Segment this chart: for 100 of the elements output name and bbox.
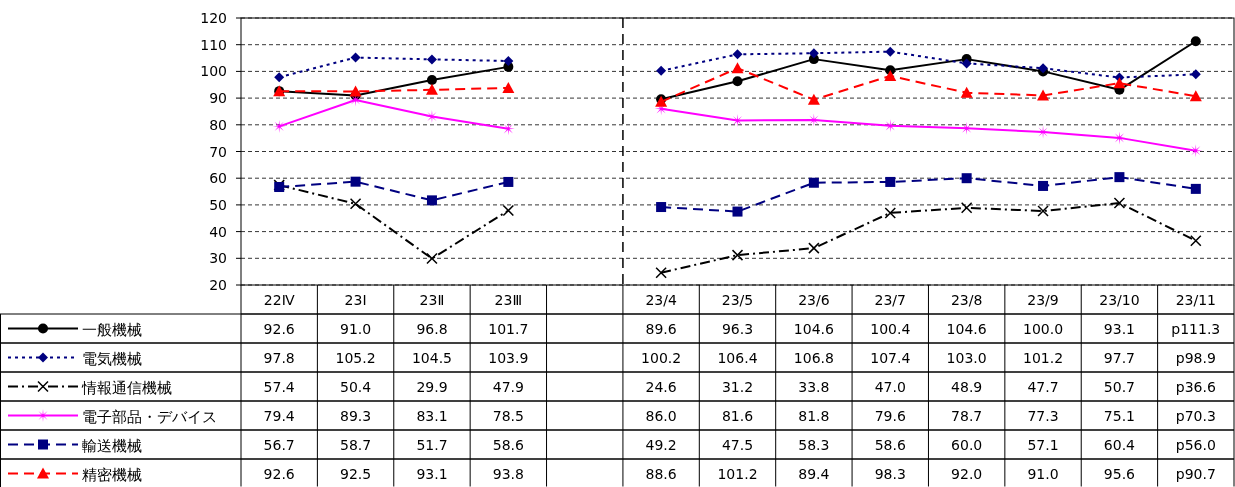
data-label: 93.1	[416, 466, 448, 482]
y-tick-label: 80	[209, 116, 227, 133]
data-label: 75.1	[1103, 408, 1136, 424]
x-tick-label: 23/6	[798, 292, 830, 308]
data-label: 92.6	[263, 466, 295, 482]
y-tick-label: 50	[209, 196, 227, 213]
legend-label: 電子部品・デバイス	[82, 407, 217, 426]
data-label: 57.1	[1027, 437, 1059, 453]
y-tick-label: 60	[209, 170, 227, 187]
data-label: 101.2	[717, 466, 758, 482]
y-tick-label: 110	[200, 36, 227, 53]
data-label: 89.4	[798, 466, 830, 482]
data-label: 33.8	[798, 379, 830, 395]
data-label: 58.6	[492, 437, 525, 453]
data-label: 58.3	[798, 437, 830, 453]
data-label: 78.7	[951, 408, 983, 424]
data-label: 29.9	[416, 379, 448, 395]
y-tick-label: 70	[209, 143, 227, 160]
data-label: 81.8	[798, 408, 830, 424]
data-label: 60.4	[1103, 437, 1136, 453]
data-label: 107.4	[870, 350, 911, 366]
data-label: 86.0	[645, 408, 677, 424]
data-label: 47.9	[492, 379, 524, 395]
data-label: 79.4	[263, 408, 295, 424]
data-label: 103.9	[488, 350, 529, 366]
x-tick-label: 23/4	[645, 292, 677, 308]
legend-label: 精密機械	[82, 465, 142, 484]
data-label: p98.9	[1175, 350, 1216, 366]
data-label: 104.6	[946, 321, 987, 337]
data-label: 106.8	[793, 350, 834, 366]
data-label: 106.4	[717, 350, 758, 366]
x-tick-label: 23/11	[1175, 292, 1216, 308]
legend-label: 輸送機械	[82, 436, 142, 455]
data-label: p90.7	[1175, 466, 1216, 482]
data-label: 100.4	[870, 321, 911, 337]
legend-label: 一般機械	[82, 320, 142, 339]
data-label: 101.7	[488, 321, 529, 337]
data-label: 92.6	[263, 321, 295, 337]
data-label: 57.4	[263, 379, 295, 395]
x-tick-label: 23Ⅲ	[494, 292, 523, 308]
data-label: 51.7	[416, 437, 448, 453]
legend-label: 電気機械	[82, 349, 142, 368]
y-tick-label: 90	[209, 90, 227, 107]
data-label: 96.3	[721, 321, 754, 337]
data-label: p111.3	[1171, 321, 1221, 337]
data-label: 47.0	[874, 379, 906, 395]
data-label: 100.0	[1022, 321, 1064, 337]
data-label: p56.0	[1175, 437, 1216, 453]
data-label: 93.1	[1103, 321, 1136, 337]
x-tick-label: 23/5	[721, 292, 754, 308]
y-tick-label: 120	[200, 10, 227, 26]
y-tick-label: 30	[209, 250, 227, 267]
data-label: 103.0	[946, 350, 987, 366]
data-label: 78.5	[492, 408, 524, 424]
data-label: 47.7	[1027, 379, 1059, 395]
x-tick-label: 23/7	[874, 292, 906, 308]
data-label: 88.6	[645, 466, 677, 482]
data-label: 49.2	[645, 437, 677, 453]
legend-label: 情報通信機械	[81, 378, 172, 397]
data-label: 50.4	[339, 379, 372, 395]
x-tick-label: 23/8	[950, 292, 983, 308]
data-label: 104.6	[793, 321, 835, 337]
data-label: p70.3	[1175, 408, 1216, 424]
x-tick-label: 23/10	[1099, 292, 1140, 308]
data-label: 48.9	[951, 379, 983, 395]
data-label: 91.0	[1027, 466, 1059, 482]
data-label: 97.8	[263, 350, 295, 366]
data-label: 83.1	[416, 408, 448, 424]
data-label: 24.6	[645, 379, 677, 395]
data-label: 100.2	[641, 350, 682, 366]
data-label: 96.8	[416, 321, 448, 337]
y-tick-label: 100	[200, 63, 227, 80]
data-label: p36.6	[1175, 379, 1216, 395]
data-label: 92.5	[339, 466, 372, 482]
data-label: 89.6	[645, 321, 677, 337]
x-tick-label: 23/9	[1027, 292, 1059, 308]
x-tick-label: 23Ⅱ	[419, 292, 445, 308]
data-label: 56.7	[263, 437, 295, 453]
data-label: 91.0	[339, 321, 372, 337]
x-tick-label: 23Ⅰ	[344, 292, 367, 308]
data-label: 98.3	[874, 466, 906, 482]
data-label: 105.2	[335, 350, 376, 366]
data-label: 47.5	[721, 437, 754, 453]
data-label: 104.5	[411, 350, 453, 366]
data-label: 50.7	[1103, 379, 1136, 395]
data-label: 60.0	[951, 437, 983, 453]
data-label: 101.2	[1022, 350, 1064, 366]
data-label: 58.7	[339, 437, 372, 453]
data-label: 89.3	[339, 408, 372, 424]
y-tick-label: 40	[209, 223, 227, 240]
data-label: 77.3	[1027, 408, 1059, 424]
data-label: 79.6	[874, 408, 906, 424]
y-tick-label: 20	[209, 277, 227, 293]
data-label: 95.6	[1103, 466, 1136, 482]
data-label: 97.7	[1103, 350, 1136, 366]
x-tick-label: 22Ⅳ	[263, 292, 295, 308]
data-label: 93.8	[492, 466, 524, 482]
data-label: 92.0	[951, 466, 983, 482]
data-label: 58.6	[874, 437, 906, 453]
data-label: 31.2	[721, 379, 754, 395]
